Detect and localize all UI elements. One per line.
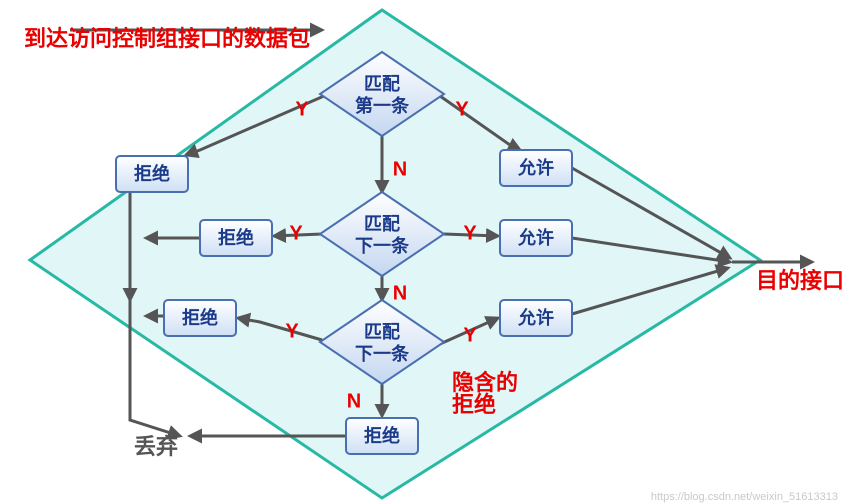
svg-text:下一条: 下一条 xyxy=(355,235,410,256)
watermark: https://blog.csdn.net/weixin_51613313 xyxy=(651,491,838,503)
svg-text:匹配: 匹配 xyxy=(364,74,400,94)
label-y: Y xyxy=(289,222,303,244)
title-incoming-packet: 到达访问控制组接口的数据包 xyxy=(24,26,310,51)
svg-text:拒绝: 拒绝 xyxy=(182,307,218,328)
svg-text:拒绝: 拒绝 xyxy=(218,227,254,248)
svg-text:第一条: 第一条 xyxy=(355,95,410,116)
label-discard: 丢弃 xyxy=(134,434,178,459)
label-destination: 目的接口 xyxy=(756,268,844,293)
svg-text:匹配: 匹配 xyxy=(364,214,400,234)
label-y: Y xyxy=(295,98,309,120)
label-y: Y xyxy=(463,324,477,346)
svg-text:允许: 允许 xyxy=(517,307,554,328)
node-allow-2: 允许 xyxy=(500,220,572,256)
flowchart-canvas: 匹配 第一条 匹配 下一条 匹配 下一条 拒绝 拒绝 拒绝 拒绝 允许 允许 允… xyxy=(0,0,844,504)
svg-text:允许: 允许 xyxy=(517,157,554,178)
node-reject-1: 拒绝 xyxy=(116,156,188,192)
node-reject-3: 拒绝 xyxy=(164,300,236,336)
label-n: N xyxy=(393,158,407,180)
label-implicit-deny-2: 拒绝 xyxy=(452,392,496,417)
node-reject-2: 拒绝 xyxy=(200,220,272,256)
label-n: N xyxy=(393,282,407,304)
svg-text:允许: 允许 xyxy=(517,227,554,248)
label-y: Y xyxy=(463,222,477,244)
node-allow-1: 允许 xyxy=(500,150,572,186)
label-y: Y xyxy=(285,320,299,342)
svg-text:下一条: 下一条 xyxy=(355,343,410,364)
node-allow-3: 允许 xyxy=(500,300,572,336)
svg-text:匹配: 匹配 xyxy=(364,322,400,342)
node-reject-implicit: 拒绝 xyxy=(346,418,418,454)
label-n: N xyxy=(347,390,361,412)
svg-text:拒绝: 拒绝 xyxy=(364,425,400,446)
label-y: Y xyxy=(455,98,469,120)
svg-text:拒绝: 拒绝 xyxy=(134,163,170,184)
